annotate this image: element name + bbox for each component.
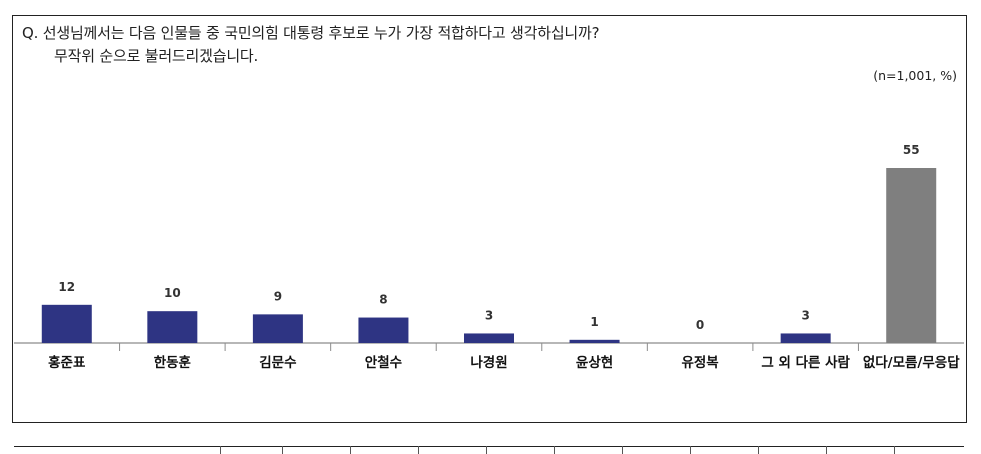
bar-8 <box>886 168 937 343</box>
category-label-8: 없다/모름/무응답 <box>863 354 960 371</box>
table-column-divider <box>418 446 419 454</box>
bar-2 <box>252 314 303 343</box>
question-line-2: 무작위 순으로 불러드리겠습니다. <box>54 47 259 65</box>
data-label-8: 55 <box>903 143 920 157</box>
data-label-3: 8 <box>379 293 387 307</box>
bar-0 <box>41 304 92 343</box>
bar-4 <box>464 333 514 343</box>
bar-1 <box>147 311 198 343</box>
table-column-divider <box>554 446 555 454</box>
category-label-0: 홍준표 <box>48 354 86 371</box>
table-column-divider <box>486 446 487 454</box>
data-label-6: 0 <box>696 318 704 332</box>
category-label-1: 한동훈 <box>154 354 191 371</box>
bar-3 <box>358 317 409 343</box>
data-label-4: 3 <box>485 308 493 322</box>
bar-7 <box>780 333 831 343</box>
category-label-3: 안철수 <box>365 354 402 371</box>
table-column-divider <box>758 446 759 454</box>
bar-5 <box>569 339 620 343</box>
question-text: Q. 선생님께서는 다음 인물들 중 국민의힘 대통령 후보로 누가 가장 적합… <box>22 22 600 68</box>
data-label-7: 3 <box>801 308 809 322</box>
table-top-border <box>14 446 964 447</box>
category-label-2: 김문수 <box>259 355 296 371</box>
table-column-divider <box>282 446 283 454</box>
category-label-6: 유정복 <box>681 354 718 371</box>
table-column-divider <box>826 446 827 454</box>
category-label-7: 그 외 다른 사람 <box>761 354 850 371</box>
table-column-divider <box>350 446 351 454</box>
table-column-divider <box>690 446 691 454</box>
category-label-5: 윤상현 <box>576 355 613 371</box>
data-label-1: 10 <box>164 286 181 300</box>
data-label-2: 9 <box>274 289 282 303</box>
chart-frame <box>12 15 967 423</box>
table-column-divider <box>622 446 623 454</box>
question-line-1: Q. 선생님께서는 다음 인물들 중 국민의힘 대통령 후보로 누가 가장 적합… <box>22 24 600 42</box>
table-column-divider <box>894 446 895 454</box>
data-label-5: 1 <box>590 315 598 329</box>
data-label-0: 12 <box>58 280 75 294</box>
category-label-4: 나경원 <box>470 354 507 371</box>
table-column-divider <box>220 446 221 454</box>
sample-size-note: (n=1,001, %) <box>873 68 957 83</box>
